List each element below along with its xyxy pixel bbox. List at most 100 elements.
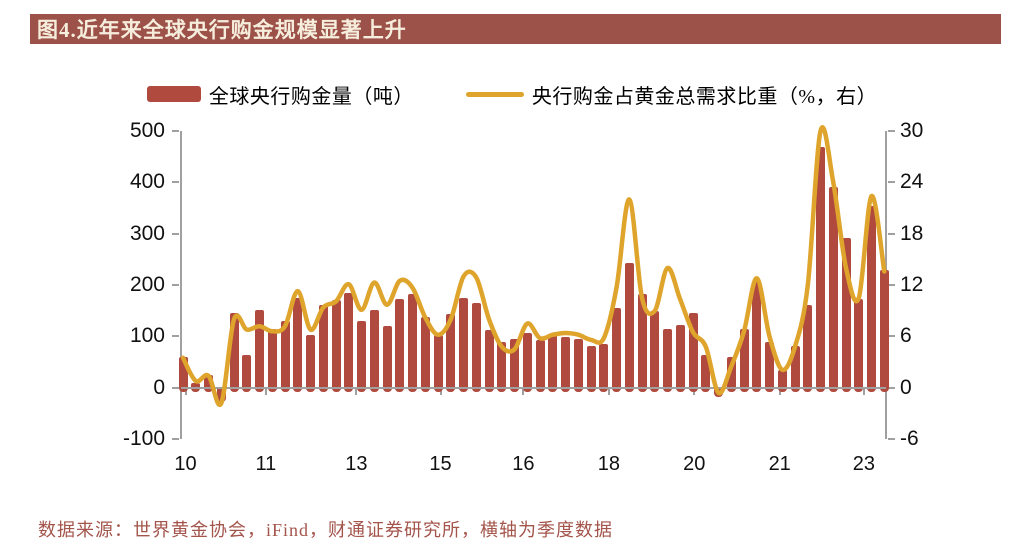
- x-axis-label: 13: [345, 453, 368, 475]
- bar-quarter-12Q2: [293, 297, 303, 392]
- y-tick-left: [172, 232, 179, 235]
- bar-quarter-20Q1: [688, 312, 698, 392]
- x-axis-tick: [778, 388, 781, 395]
- bar-quarter-16Q4: [522, 332, 532, 392]
- trend-line-path: [180, 125, 887, 408]
- y-axis-label-left: 300: [129, 221, 165, 245]
- zero-gridline: [181, 386, 886, 389]
- x-axis-tick: [693, 388, 696, 395]
- chart-legend: 全球央行购金量（吨） 央行购金占黄金总需求比重（%，右）: [0, 80, 1024, 108]
- bar-quarter-20Q4: [726, 356, 736, 392]
- y-axis-label-right: 24: [900, 170, 924, 194]
- bar-quarter-23Q2: [854, 299, 864, 392]
- y-axis-label-left: 200: [129, 273, 165, 297]
- chart-plot-area: 500 30 400 24 300 18 200 12 100 6 0 0 -100 -6 10 11 13 15…: [123, 120, 923, 475]
- bar-quarter-21Q2: [752, 280, 762, 392]
- bar-quarter-19Q2: [650, 311, 660, 392]
- bar-quarter-10Q1: [178, 356, 188, 392]
- y-tick-right: [888, 438, 895, 441]
- bar-quarter-14Q4: [420, 316, 430, 392]
- y-axis-label-right: -6: [900, 427, 919, 451]
- x-axis-tick: [439, 388, 442, 395]
- y-axis-label-right: 12: [900, 273, 924, 297]
- bar-quarter-13Q4: [369, 309, 379, 392]
- bar-series-swatch-icon: [146, 86, 201, 102]
- bar-quarter-22Q3: [816, 147, 825, 392]
- legend-item-line: 央行购金占黄金总需求比重（%，右）: [465, 80, 877, 109]
- bar-quarter-18Q3: [612, 307, 621, 392]
- y-axis-label-left: 100: [129, 324, 165, 348]
- bar-quarter-18Q4: [624, 262, 634, 392]
- bar-quarter-12Q1: [280, 321, 290, 392]
- y-tick-right: [888, 335, 895, 338]
- y-tick-right: [888, 386, 895, 389]
- bar-quarter-17Q1: [535, 339, 545, 392]
- bar-quarter-16Q1: [484, 329, 494, 392]
- bar-quarter-14Q1: [382, 326, 392, 392]
- data-source-note: 数据来源：世界黄金协会，iFind，财通证券研究所，横轴为季度数据: [38, 520, 614, 540]
- y-tick-left: [172, 284, 179, 287]
- bar-quarter-17Q2: [548, 335, 558, 392]
- bar-quarter-13Q1: [331, 299, 341, 392]
- bar-quarter-12Q4: [318, 304, 328, 392]
- bar-quarter-11Q4: [267, 328, 277, 392]
- bar-quarter-15Q3: [459, 297, 468, 392]
- bar-quarter-22Q2: [803, 304, 813, 392]
- x-axis-tick: [264, 388, 267, 395]
- line-series-swatch-icon: [465, 91, 524, 97]
- x-axis-label: 16: [512, 453, 535, 475]
- bar-quarter-20Q2: [701, 355, 711, 392]
- bar-quarter-10Q3: [204, 374, 213, 392]
- legend-item-bars: 全球央行购金量（吨）: [146, 80, 414, 109]
- x-axis-label: 21: [768, 453, 791, 475]
- bar-quarter-16Q2: [497, 342, 507, 392]
- bar-quarter-11Q1: [229, 312, 239, 392]
- y-tick-left: [172, 386, 179, 389]
- bar-quarter-16Q3: [510, 339, 519, 392]
- x-axis-tick: [862, 388, 865, 395]
- bar-quarter-13Q2: [344, 292, 354, 392]
- y-tick-left: [172, 130, 179, 133]
- y-tick-left: [172, 335, 179, 338]
- bar-quarter-14Q3: [408, 293, 417, 392]
- bar-quarter-19Q3: [663, 328, 672, 392]
- bar-quarter-23Q3: [867, 205, 876, 392]
- y-axis-label-left: 400: [129, 170, 165, 194]
- bar-quarter-17Q4: [573, 339, 583, 392]
- y-tick-right: [888, 232, 895, 235]
- bar-quarter-21Q4: [777, 370, 787, 392]
- y-axis-label-right: 18: [900, 221, 924, 245]
- x-axis-label: 15: [429, 453, 452, 475]
- y-tick-right: [888, 181, 895, 184]
- bar-quarter-15Q2: [446, 314, 456, 392]
- bar-quarter-23Q4: [879, 269, 889, 392]
- bar-quarter-21Q1: [739, 328, 749, 392]
- x-axis-tick: [522, 388, 525, 395]
- y-axis-label-left: 500: [129, 119, 165, 142]
- bar-quarter-17Q3: [561, 336, 570, 392]
- trend-line-svg: [180, 125, 887, 408]
- bar-quarter-14Q2: [395, 299, 405, 392]
- y-axis-label-right: 30: [900, 119, 924, 142]
- figure-title-bar: 图4.近年来全球央行购金规模显著上升: [30, 14, 1001, 44]
- bar-quarter-23Q1: [841, 237, 851, 392]
- x-axis-tick: [184, 388, 187, 395]
- y-tick-right: [888, 284, 895, 287]
- bar-quarter-18Q2: [599, 343, 609, 392]
- x-axis-tick: [607, 388, 610, 395]
- y-tick-left: [172, 438, 179, 441]
- y-axis-left-line: [180, 131, 182, 439]
- bar-quarter-19Q1: [637, 294, 647, 392]
- bar-quarter-15Q1: [433, 335, 443, 392]
- bar-quarter-13Q3: [357, 321, 366, 392]
- x-axis-label: 18: [597, 453, 620, 475]
- bar-quarter-18Q1: [586, 346, 596, 392]
- x-axis-label: 11: [255, 453, 277, 475]
- x-axis-label: 10: [174, 453, 197, 475]
- y-axis-label-right: 6: [900, 324, 912, 348]
- figure-title: 图4.近年来全球央行购金规模显著上升: [37, 18, 407, 42]
- bar-quarter-11Q3: [255, 309, 264, 392]
- y-axis-label-left: 0: [153, 375, 165, 399]
- bar-quarter-21Q3: [765, 341, 774, 392]
